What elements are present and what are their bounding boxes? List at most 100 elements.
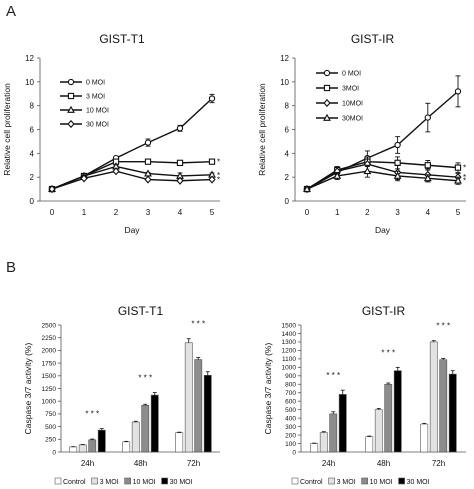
- legend-label: 0 MOI: [86, 80, 105, 87]
- significance-star: *: [463, 164, 466, 173]
- data-point: [394, 141, 401, 149]
- y-axis-label: Relative cell proliferation: [257, 83, 267, 176]
- legend-label: Control: [300, 479, 323, 486]
- y-tick-label: 0: [285, 197, 290, 206]
- y-tick-label: 300: [285, 424, 296, 431]
- data-point: [48, 185, 56, 194]
- data-point: [112, 167, 120, 176]
- data-point: [393, 171, 402, 179]
- data-point: [303, 184, 311, 192]
- bar: [150, 394, 159, 453]
- series-line-1: [306, 160, 459, 190]
- data-point: [363, 166, 372, 175]
- y-tick-label: 4: [285, 149, 290, 158]
- panel-label-b: B: [6, 259, 16, 276]
- bar: [429, 341, 438, 453]
- significance-stars: * * *: [138, 374, 152, 383]
- legend-label: 3MOI: [342, 86, 359, 93]
- category-label: 72h: [187, 459, 200, 468]
- legend-swatch: [161, 477, 168, 485]
- legend-swatch: [361, 477, 368, 485]
- legend-marker: [67, 92, 75, 100]
- y-tick-label: 10: [280, 78, 289, 87]
- y-tick-label: 12: [25, 54, 34, 63]
- significance-stars: * * *: [381, 348, 395, 357]
- legend-swatch: [54, 477, 62, 485]
- bar: [69, 446, 78, 453]
- y-tick-label: 10: [25, 78, 34, 87]
- data-point: [424, 162, 431, 169]
- y-tick-label: 6: [285, 126, 290, 135]
- significance-star: *: [217, 171, 220, 180]
- x-axis-label: Day: [375, 225, 391, 235]
- bar: [365, 436, 374, 453]
- y-tick-label: 200: [285, 432, 296, 439]
- significance-star: *: [217, 158, 220, 167]
- data-point: [208, 158, 216, 165]
- bar: [194, 359, 203, 453]
- legend-label: 30 MOI: [170, 479, 193, 486]
- data-point: [208, 175, 216, 184]
- chart-title: GIST-T1: [118, 304, 164, 318]
- data-point: [176, 176, 184, 185]
- y-tick-label: 2000: [42, 348, 57, 355]
- bar: [374, 409, 383, 453]
- y-tick-label: 750: [45, 411, 56, 418]
- y-tick-label: 0: [52, 449, 56, 456]
- bar: [78, 444, 87, 453]
- significance-stars: * * *: [191, 320, 205, 329]
- y-tick-label: 0: [292, 449, 296, 456]
- data-point: [176, 159, 184, 167]
- series-line-3: [306, 170, 459, 190]
- bar: [175, 432, 184, 453]
- y-tick-label: 900: [285, 373, 296, 380]
- series-line-0: [306, 90, 459, 190]
- y-tick-label: 2500: [42, 322, 57, 329]
- y-tick-label: 100: [285, 441, 296, 448]
- bar: [97, 429, 106, 453]
- y-tick-label: 1400: [282, 331, 297, 338]
- significance-stars: * * *: [85, 410, 99, 419]
- x-tick-label: 0: [50, 208, 55, 217]
- data-point: [144, 169, 152, 177]
- data-point: [144, 175, 152, 184]
- y-tick-label: 800: [285, 382, 296, 389]
- bar: [420, 423, 429, 453]
- legend-swatch: [91, 477, 98, 485]
- x-tick-label: 3: [146, 208, 151, 217]
- y-axis-label: Caspase 3/7 activity (%): [263, 343, 273, 435]
- y-tick-label: 1000: [42, 399, 57, 406]
- x-tick-label: 2: [365, 208, 370, 217]
- data-point: [424, 114, 431, 121]
- x-tick-label: 2: [114, 208, 119, 217]
- data-point: [394, 159, 401, 167]
- chart-title: GIST-IR: [362, 304, 406, 318]
- legend-label: Control: [63, 479, 86, 486]
- bar: [131, 421, 140, 453]
- y-tick-label: 1300: [282, 339, 297, 346]
- bar: [329, 413, 338, 453]
- data-point: [80, 174, 88, 183]
- data-point: [333, 171, 342, 179]
- bar: [393, 370, 402, 453]
- x-tick-label: 5: [210, 208, 215, 217]
- bar: [122, 441, 131, 453]
- legend-marker: [323, 69, 331, 77]
- bar: [310, 443, 319, 453]
- x-tick-label: 4: [178, 208, 183, 217]
- x-tick-label: 5: [456, 208, 461, 217]
- series-line-2: [51, 165, 213, 190]
- bar: [203, 374, 212, 453]
- data-point: [454, 88, 462, 95]
- y-tick-label: 1500: [42, 373, 57, 380]
- legend-marker: [67, 78, 75, 86]
- data-point: [144, 139, 152, 146]
- bar: [184, 342, 193, 453]
- y-tick-label: 2: [30, 173, 35, 182]
- y-tick-label: 250: [45, 437, 56, 444]
- data-point: [454, 176, 462, 184]
- y-tick-label: 2: [285, 173, 290, 182]
- bar: [448, 373, 457, 453]
